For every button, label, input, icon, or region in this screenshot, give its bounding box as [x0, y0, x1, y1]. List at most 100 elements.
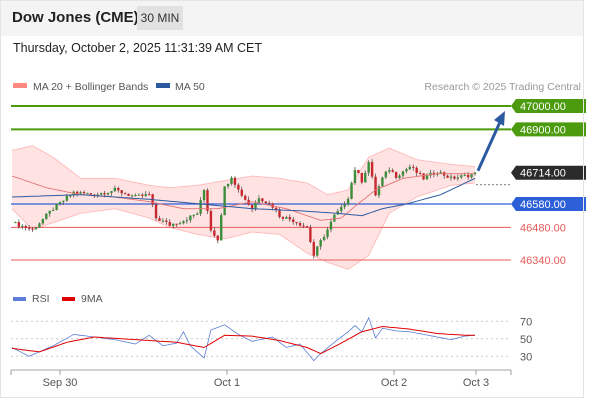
candle-body [312, 241, 316, 256]
candle-body [189, 215, 192, 221]
candle-body [350, 183, 353, 199]
candle-body [62, 200, 65, 202]
candle-body [285, 217, 288, 219]
candle-body [110, 191, 113, 193]
ma9-legend-label: 9MA [81, 293, 103, 305]
candle-body [329, 221, 333, 230]
instrument-title: Dow Jones (CME) [12, 9, 139, 26]
candle-body [117, 187, 120, 191]
rsi-legend: RSI 9MA [13, 293, 103, 305]
timeframe-button[interactable]: 30 MIN [137, 6, 183, 30]
candle-body [439, 172, 442, 174]
candle-body [377, 186, 381, 196]
candle-body [412, 166, 415, 168]
candle-body [473, 172, 477, 175]
ma9-legend-swatch [62, 297, 75, 301]
candle-body [223, 186, 226, 216]
candle-body [240, 189, 243, 196]
candle-body [384, 171, 388, 178]
candle-body [58, 201, 62, 204]
candle-body [21, 225, 24, 227]
x-label-oct-2: Oct 2 [381, 377, 407, 389]
ma20-legend-swatch [13, 83, 27, 88]
candle-body [264, 201, 267, 203]
bollinger-upper-line [11, 145, 476, 196]
candle-body [415, 167, 418, 173]
candle-body [319, 240, 322, 247]
rsi-legend-swatch [13, 297, 26, 301]
candle-body [418, 172, 422, 174]
candle-body [230, 177, 233, 184]
candle-body [466, 174, 470, 178]
price-legend: MA 20 + Bollinger Bands MA 50 Research © 2… [13, 81, 581, 93]
candle-body [27, 227, 31, 229]
candle-body [226, 183, 230, 187]
candle-body [106, 192, 110, 195]
candle-body [168, 222, 171, 226]
candle-body [48, 210, 51, 214]
candle-body [336, 211, 340, 215]
level-label-46714.00: 46714.00 [520, 168, 566, 180]
candle-body [178, 223, 182, 225]
candle-body [425, 175, 429, 180]
candle-body [374, 176, 377, 196]
candle-body [422, 173, 425, 180]
rsi-line [11, 316, 476, 362]
candle-body [69, 195, 72, 197]
candle-body [298, 223, 302, 226]
candle-body [470, 174, 473, 178]
candle-body [333, 214, 336, 222]
candle-body [79, 192, 82, 194]
candle-body [199, 200, 202, 214]
candle-body [65, 195, 69, 201]
candle-body [353, 169, 357, 184]
candle-body [257, 198, 261, 203]
candle-body [295, 222, 298, 224]
candle-body [86, 193, 89, 195]
candle-body [244, 195, 247, 200]
candle-body [261, 198, 264, 202]
rsi-tick-70: 70 [520, 316, 532, 328]
candle-body [288, 217, 291, 220]
level-tag-46580.00 [511, 197, 586, 211]
candle-body [34, 227, 38, 230]
candle-body [137, 194, 141, 196]
candle-body [446, 175, 449, 178]
candle-body [302, 225, 305, 227]
candle-body [381, 177, 384, 187]
candle-body [158, 218, 161, 221]
candle-body [147, 194, 151, 196]
candle-body [281, 216, 285, 219]
candle-body [165, 220, 168, 223]
candle-body [388, 170, 391, 172]
chart-header: Dow Jones (CME) 30 MIN [0, 0, 584, 36]
candle-body [154, 204, 158, 219]
candle-body [391, 170, 394, 172]
candle-body [175, 223, 178, 225]
rsi-tick-30: 30 [520, 351, 532, 363]
ma50-legend-swatch [156, 83, 170, 88]
level-label-46340.00: 46340.00 [520, 255, 566, 267]
candle-body [31, 228, 34, 230]
candle-body [41, 219, 45, 224]
forecast-arrow-head [494, 111, 505, 126]
ma50-line [11, 177, 476, 217]
candle-body [401, 171, 405, 176]
level-tag-46900.00 [511, 122, 586, 137]
research-credit: Research © 2025 Trading Central [424, 81, 581, 93]
candle-body [278, 210, 281, 217]
rsi-ma-line [11, 325, 475, 355]
candle-body [130, 195, 134, 197]
candle-body [364, 172, 367, 183]
candle-body [192, 214, 195, 216]
candle-body [127, 193, 130, 196]
candle-body [463, 174, 466, 176]
candle-body [292, 219, 295, 223]
candle-body [346, 198, 350, 205]
level-label-46480.00: 46480.00 [520, 222, 566, 234]
candles [14, 159, 477, 259]
bollinger-lower-line [11, 182, 476, 270]
candle-body [343, 204, 346, 207]
candle-body [14, 222, 17, 224]
